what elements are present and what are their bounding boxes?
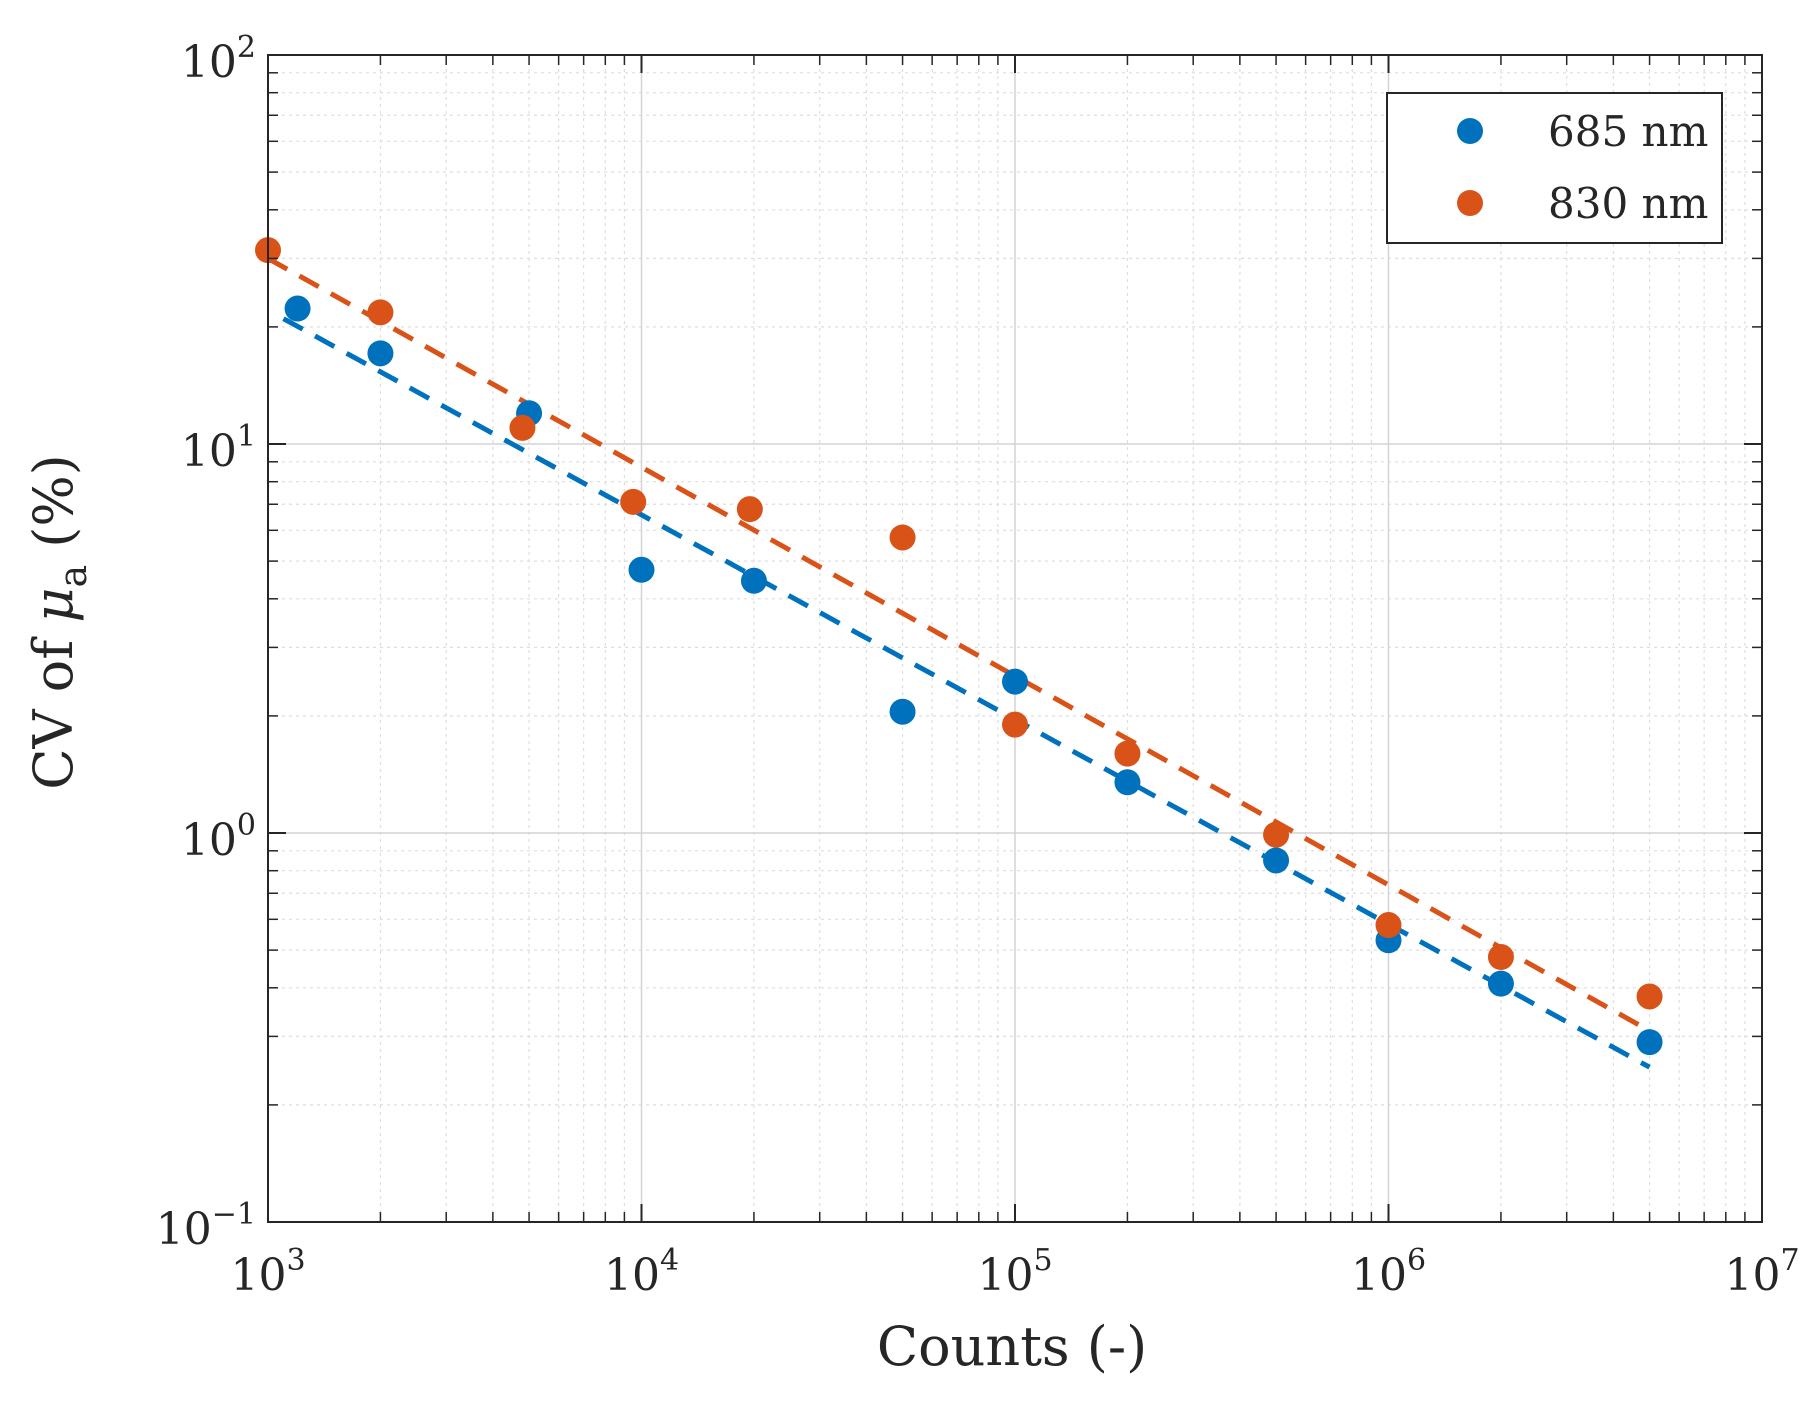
data-point-685-nm (1487, 970, 1514, 997)
data-point-685-nm (1263, 847, 1290, 874)
x-axis-title: Counts (-) (877, 1315, 1147, 1378)
data-point-685-nm (367, 340, 394, 367)
data-point-685-nm (1114, 769, 1141, 796)
y-axis-title-subscript: a (51, 565, 95, 588)
y-tick-exponent: 2 (237, 30, 256, 65)
x-tick-label: 104 (604, 1243, 679, 1301)
y-axis-title: CV of μa (%) (22, 454, 95, 790)
x-tick-base: 10 (1724, 1250, 1780, 1301)
data-point-685-nm (1636, 1029, 1663, 1056)
data-point-830-nm (1375, 912, 1402, 939)
legend-label-830: 830 nm (1548, 179, 1708, 228)
x-tick-label: 107 (1724, 1243, 1799, 1301)
data-point-830-nm (1002, 711, 1028, 738)
data-point-830-nm (509, 414, 536, 441)
legend: 685 nm 830 nm (1386, 92, 1723, 244)
x-tick-label: 106 (1351, 1243, 1426, 1301)
y-axis-title-symbol: μ (22, 588, 85, 623)
axes (267, 54, 1763, 1223)
legend-label-685: 685 nm (1548, 107, 1708, 156)
x-tick-exponent: 6 (1407, 1243, 1426, 1278)
y-tick-base: 10 (181, 37, 237, 88)
x-tick-base: 10 (977, 1250, 1033, 1301)
x-tick-base: 10 (230, 1250, 286, 1301)
data-point-685-nm (740, 567, 767, 594)
data-point-830-nm (736, 496, 763, 523)
y-tick-base: 10 (156, 1204, 212, 1255)
data-point-685-nm (628, 556, 655, 583)
y-tick-exponent: −1 (212, 1197, 256, 1232)
x-tick-label: 103 (230, 1243, 305, 1301)
data-point-685-nm (1002, 668, 1028, 695)
fit-line-830-nm (266, 256, 1651, 1034)
x-tick-exponent: 5 (1033, 1243, 1052, 1278)
y-tick-exponent: 0 (237, 808, 256, 843)
minor-grid (268, 55, 1762, 1222)
y-tick-label: 101 (181, 419, 256, 477)
axes-box (267, 54, 1763, 1223)
legend-marker-685 (1457, 118, 1483, 144)
fit-lines (266, 256, 1651, 1070)
x-tick-base: 10 (1351, 1250, 1407, 1301)
x-tick-exponent: 4 (660, 1243, 679, 1278)
x-tick-exponent: 7 (1780, 1243, 1799, 1278)
y-tick-exponent: 1 (237, 419, 256, 454)
data-point-685-nm (889, 698, 916, 725)
y-tick-label: 100 (181, 808, 256, 866)
y-tick-label: 10−1 (156, 1197, 256, 1255)
y-axis-title-suffix: (%) (22, 454, 85, 565)
legend-box (1386, 92, 1723, 244)
data-point-830-nm (1487, 943, 1514, 970)
data-point-830-nm (1263, 821, 1290, 848)
x-tick-labels: 103 104 105 106 107 (230, 1243, 1799, 1301)
y-tick-base: 10 (181, 426, 237, 477)
fit-line-685-nm (282, 316, 1651, 1070)
data-point-830-nm (1636, 983, 1663, 1010)
data-point-685-nm (284, 295, 311, 322)
x-tick-base: 10 (604, 1250, 660, 1301)
y-tick-base: 10 (181, 815, 237, 866)
data-point-830-nm (889, 524, 916, 551)
y-axis-title-prefix: CV of (22, 623, 85, 790)
y-tick-label: 102 (181, 30, 256, 88)
data-point-830-nm (367, 299, 394, 326)
data-point-830-nm (1114, 740, 1141, 767)
x-tick-label: 105 (977, 1243, 1052, 1301)
legend-marker-830 (1457, 190, 1483, 216)
x-tick-exponent: 3 (286, 1243, 305, 1278)
data-point-830-nm (620, 488, 647, 515)
